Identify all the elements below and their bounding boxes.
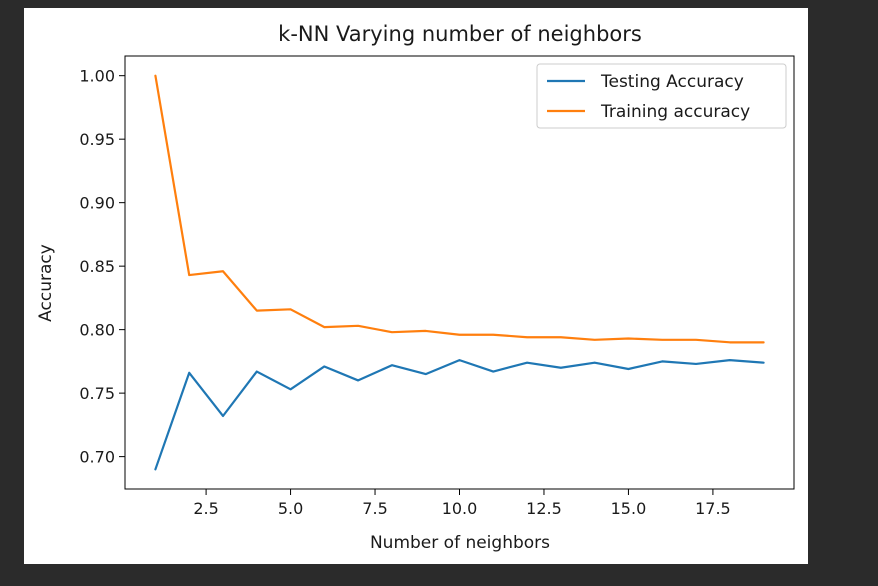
legend-box bbox=[536, 63, 787, 129]
legend-label-1: Testing Accuracy bbox=[600, 72, 744, 92]
line-chart: k-NN Varying number of neighbors 2.5 5.0 7… bbox=[36, 22, 795, 553]
x-tick-label: 7.5 bbox=[362, 499, 387, 518]
y-tick-label: 0.80 bbox=[79, 321, 115, 340]
figure-panel: k-NN Varying number of neighbors 2.5 5.0 7… bbox=[24, 8, 808, 564]
series-line-2 bbox=[154, 74, 765, 344]
y-tick-label: 0.90 bbox=[79, 194, 115, 213]
chart-title: k-NN Varying number of neighbors bbox=[278, 22, 642, 46]
y-tick-label: 0.85 bbox=[79, 257, 115, 276]
y-axis: 0.70 0.75 0.80 0.85 0.90 0.95 1.00 bbox=[79, 67, 125, 467]
x-tick-label: 12.5 bbox=[526, 499, 562, 518]
x-tick-label: 10.0 bbox=[442, 499, 478, 518]
x-tick-label: 5.0 bbox=[278, 499, 303, 518]
x-tick-label: 15.0 bbox=[611, 499, 647, 518]
y-tick-label: 1.00 bbox=[79, 67, 115, 86]
y-tick-label: 0.70 bbox=[79, 448, 115, 467]
x-axis: 2.5 5.0 7.5 10.0 12.5 15.0 17.5 bbox=[193, 489, 731, 518]
x-axis-label: Number of neighbors bbox=[370, 533, 550, 553]
plot-area bbox=[154, 74, 765, 471]
legend: Testing Accuracy Training accuracy bbox=[536, 63, 787, 129]
series-line-1 bbox=[154, 359, 765, 471]
legend-label-2: Training accuracy bbox=[600, 102, 750, 122]
y-axis-label: Accuracy bbox=[36, 244, 56, 322]
x-tick-label: 2.5 bbox=[193, 499, 218, 518]
y-tick-label: 0.75 bbox=[79, 384, 115, 403]
y-tick-label: 0.95 bbox=[79, 130, 115, 149]
x-tick-label: 17.5 bbox=[695, 499, 731, 518]
